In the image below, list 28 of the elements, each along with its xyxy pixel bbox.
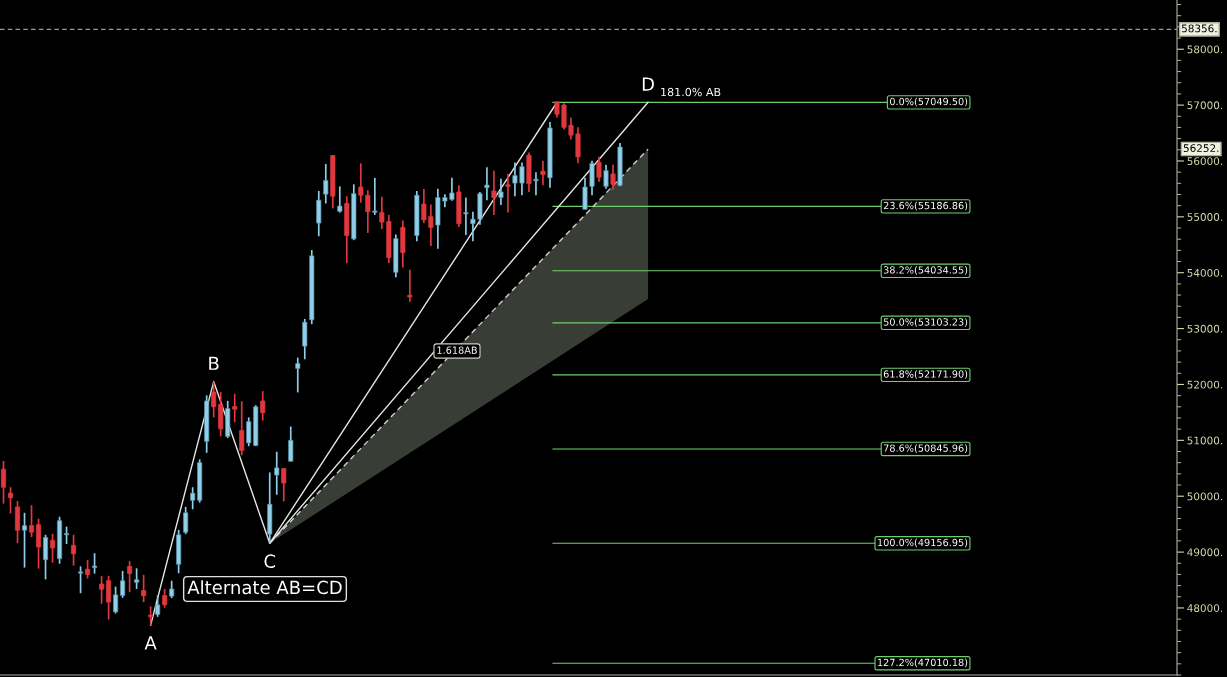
y-tick-label: 50000.: [1187, 492, 1223, 501]
data-label: A: [144, 636, 157, 650]
ref-line-label: 61.8%(52171.90): [883, 370, 968, 379]
data-label: C: [264, 554, 276, 568]
text: 56252.: [1183, 144, 1219, 153]
annotation: Alternate AB=CD: [187, 580, 342, 595]
ref-line-label: 78.6%(50845.96): [883, 444, 968, 453]
y-tick-label: 49000.: [1187, 548, 1223, 557]
annotation: 1.618AB: [437, 346, 477, 354]
y-tick-label: 56000.: [1187, 157, 1223, 166]
annotation: 181.0% AB: [661, 87, 721, 97]
y-tick-label: 58000.: [1187, 45, 1223, 54]
data-label: B: [209, 356, 219, 370]
ref-line-label: 23.6%(55186.86): [883, 201, 968, 211]
ref-line-label: 100.0%(49156.95): [878, 538, 968, 548]
y-tick-label: 53000.: [1187, 324, 1223, 333]
y-tick-label: 48000.: [1187, 604, 1223, 613]
data-label: D: [642, 77, 654, 91]
y-tick-label: 57000.: [1187, 101, 1223, 110]
ref-line-label: 127.2%(47010.18): [878, 658, 968, 668]
ref-line-label: 0.0%(57049.50): [889, 97, 968, 107]
ref-line-label: 38.2%(54034.55): [883, 266, 968, 275]
ref-line-label: 50.0%(53103.23): [883, 318, 968, 327]
y-tick-label: 54000.: [1187, 268, 1223, 277]
y-tick-label: 55000.: [1187, 213, 1223, 221]
y-tick-label: 51000.: [1187, 436, 1223, 445]
ref-line-label: 58356.: [1181, 24, 1217, 33]
y-tick-label: 52000.: [1187, 380, 1223, 389]
